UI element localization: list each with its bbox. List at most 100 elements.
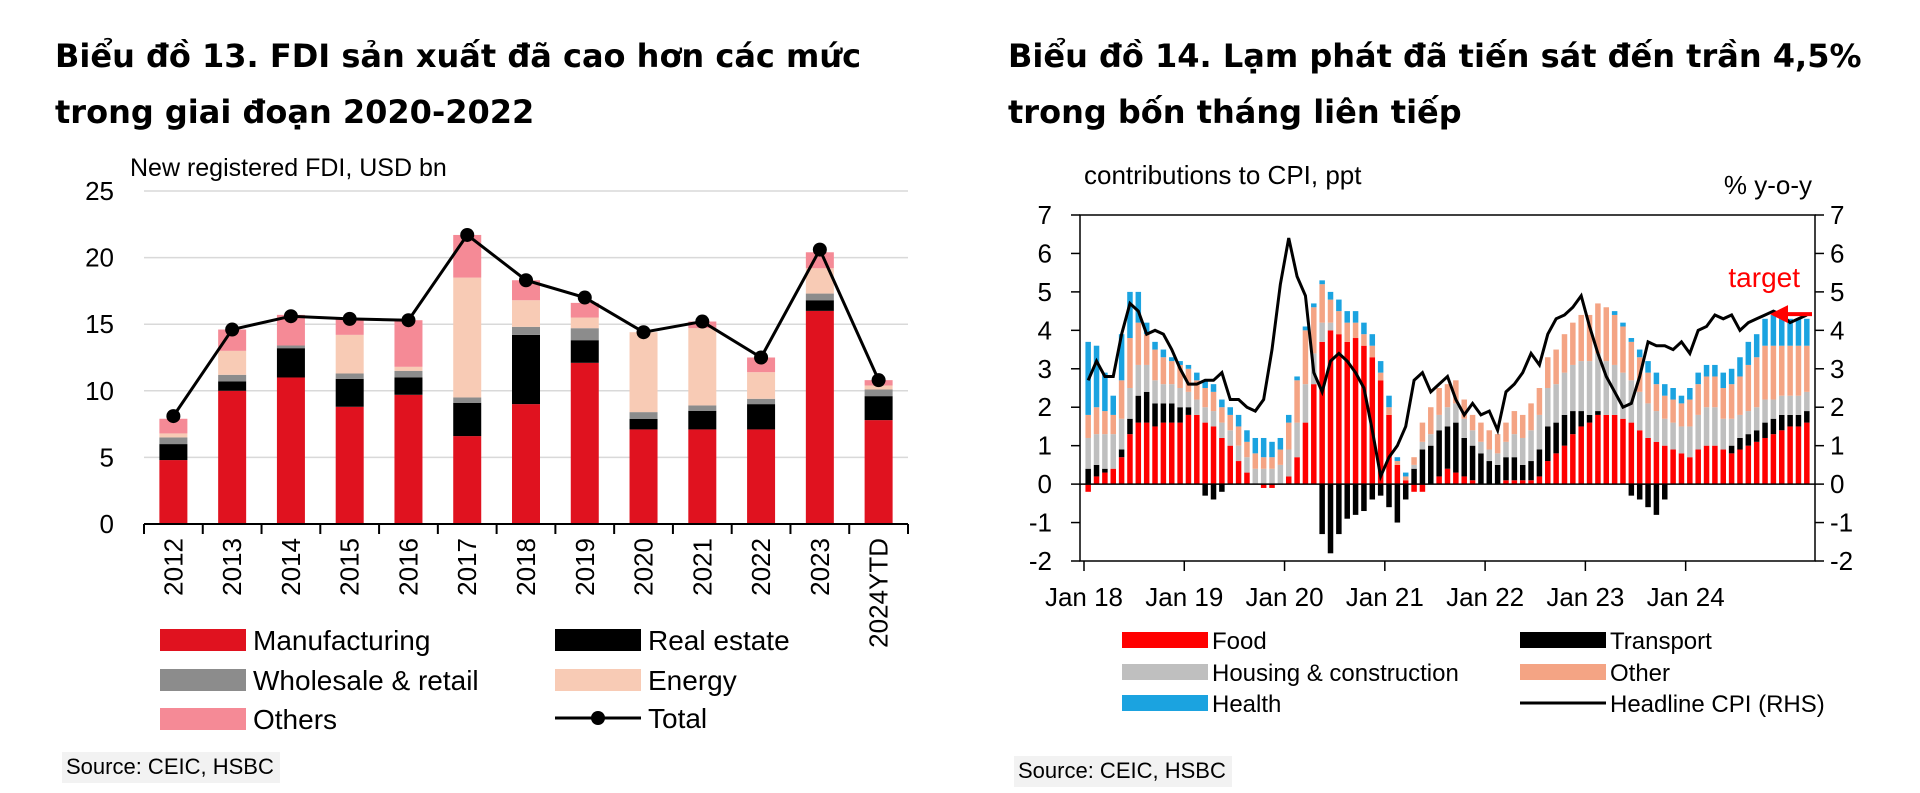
chart13-y-tick-label: 5 (100, 442, 114, 472)
chart14-bar-transport (1377, 484, 1384, 496)
chart14-bar-housing-construction (1804, 391, 1810, 412)
chart13-bar-manufacturing (335, 406, 364, 524)
chart13-x-tick-label: 2013 (217, 538, 247, 596)
chart14-bar-transport (1202, 484, 1208, 496)
chart13-bar-real-estate (512, 334, 540, 405)
chart14-bar-health (1219, 399, 1225, 408)
chart14-bar-housing-construction (1127, 388, 1133, 419)
chart14-bar-housing-construction (1737, 414, 1743, 438)
chart14-bar-other (1528, 403, 1534, 431)
chart14-bar-other (1511, 411, 1518, 435)
chart14-bar-food (1628, 422, 1635, 485)
chart14-bar-transport (1570, 411, 1576, 435)
chart13-total-point (401, 313, 416, 328)
chart14-bar-housing-construction (1486, 449, 1493, 462)
chart14-bar-housing-construction (1244, 457, 1250, 473)
chart14-bar-food (1135, 422, 1142, 485)
chart14-bar-health (1118, 334, 1125, 381)
chart14-bar-health (1177, 361, 1183, 365)
chart14-bar-food (1210, 426, 1217, 485)
chart14-x-tick-label: Jan 19 (1145, 582, 1223, 612)
chart14-bar-food (1168, 422, 1175, 485)
chart14-bar-housing-construction (1728, 418, 1735, 446)
chart14-bar-other (1352, 322, 1359, 339)
chart14-bar-food (1402, 480, 1409, 485)
chart13-bar-wholesale-retail (864, 389, 893, 397)
chart14-bar-health (1386, 395, 1392, 408)
chart14-bar-other (1194, 380, 1200, 400)
chart14-bar-food (1377, 380, 1384, 485)
chart13-bar-wholesale-retail (276, 345, 305, 349)
chart14-bar-food (1294, 457, 1300, 485)
chart13-x-tick-label: 2022 (746, 538, 776, 596)
chart13-bar-wholesale-retail (159, 437, 188, 445)
chart14-bar-health (1110, 395, 1116, 415)
chart14-bar-transport (1745, 434, 1752, 446)
chart14-legend-label: Other (1610, 660, 1670, 687)
chart14-bar-food (1611, 414, 1618, 485)
chart13-bar-energy (688, 328, 717, 406)
chart14-bar-other (1436, 388, 1442, 415)
chart14-bar-other (1210, 391, 1217, 412)
chart14-bar-health (1160, 349, 1167, 358)
chart13-bar-real-estate (688, 410, 717, 430)
chart14-bar-food (1436, 476, 1442, 485)
chart14-bar-food (1720, 449, 1727, 485)
chart14-bar-housing-construction (1511, 434, 1518, 458)
chart14-bar-health (1779, 314, 1785, 346)
chart14-bar-food (1419, 484, 1426, 492)
chart13-bar-wholesale-retail (688, 405, 717, 411)
chart14-target-arrow-head (1770, 305, 1788, 324)
chart14-bar-other (1260, 457, 1267, 469)
chart14-bar-other (1486, 430, 1493, 450)
chart14-bar-health (1753, 334, 1760, 358)
chart14-bar-other (1127, 338, 1133, 388)
chart14-bar-food (1411, 484, 1417, 492)
chart14-bar-housing-construction (1428, 434, 1434, 446)
chart14-bar-transport (1219, 484, 1225, 492)
chart13-title-line1: Biểu đồ 13. FDI sản xuất đã cao hơn các … (55, 37, 862, 75)
chart14-bar-transport (1779, 414, 1785, 431)
chart14-bar-health (1302, 326, 1309, 331)
chart14-bar-health (1377, 361, 1384, 373)
chart13-x-tick-label: 2019 (570, 538, 600, 596)
chart14-bar-housing-construction (1210, 411, 1217, 427)
chart13-bar-real-estate (747, 404, 776, 430)
chart13-total-point (225, 322, 240, 337)
chart14-bar-other (1102, 411, 1108, 435)
chart14-bar-other (1394, 461, 1401, 465)
chart13-bar-wholesale-retail (629, 412, 658, 419)
chart13-total-point (812, 242, 827, 257)
chart14-y-tick-label-right: 6 (1830, 238, 1844, 268)
chart13-title: Biểu đồ 13. FDI sản xuất đã cao hơn các … (55, 28, 861, 140)
chart13-bar-energy (335, 334, 364, 374)
chart14-title: Biểu đồ 14. Lạm phát đã tiến sát đến trầ… (1008, 28, 1862, 140)
chart14-bar-transport (1352, 484, 1359, 515)
chart14-bar-transport (1486, 461, 1493, 485)
chart14-bar-housing-construction (1561, 372, 1568, 415)
chart14-bar-food (1678, 453, 1685, 485)
chart14-bar-housing-construction (1260, 468, 1267, 485)
chart14-bar-health (1210, 384, 1217, 392)
chart14-bar-transport (1553, 422, 1559, 454)
chart14-bar-other (1712, 376, 1718, 408)
chart13-legend-swatch (160, 669, 246, 691)
chart13-bar-manufacturing (276, 377, 305, 524)
chart14-bar-food (1269, 484, 1275, 488)
chart14-bar-transport (1127, 418, 1133, 435)
chart13-bar-energy (512, 300, 540, 327)
chart14-bar-housing-construction (1235, 445, 1242, 462)
chart14-bar-food (1227, 445, 1233, 485)
chart13-bar-energy (218, 350, 247, 375)
chart14-y-tick-label-right: 4 (1830, 315, 1844, 345)
chart14-bar-food (1194, 414, 1200, 485)
chart14-bar-food (1645, 437, 1651, 485)
chart13-x-tick-label: 2020 (629, 538, 659, 596)
chart13-bar-wholesale-retail (512, 326, 540, 335)
chart14-bar-transport (1185, 407, 1192, 415)
chart14-bar-transport (1428, 445, 1434, 485)
chart14-bar-health (1194, 372, 1200, 381)
chart14-bar-food (1461, 476, 1467, 485)
chart13-bar-others (747, 357, 776, 373)
